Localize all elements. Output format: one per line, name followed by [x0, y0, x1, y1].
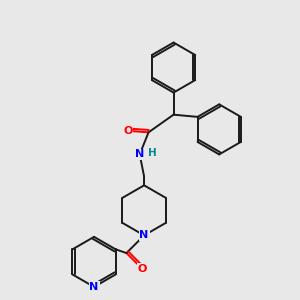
Text: O: O [138, 264, 147, 274]
Text: H: H [148, 148, 156, 158]
Text: N: N [140, 230, 149, 240]
Text: N: N [135, 149, 144, 159]
Text: O: O [123, 126, 133, 136]
Text: N: N [89, 282, 99, 292]
